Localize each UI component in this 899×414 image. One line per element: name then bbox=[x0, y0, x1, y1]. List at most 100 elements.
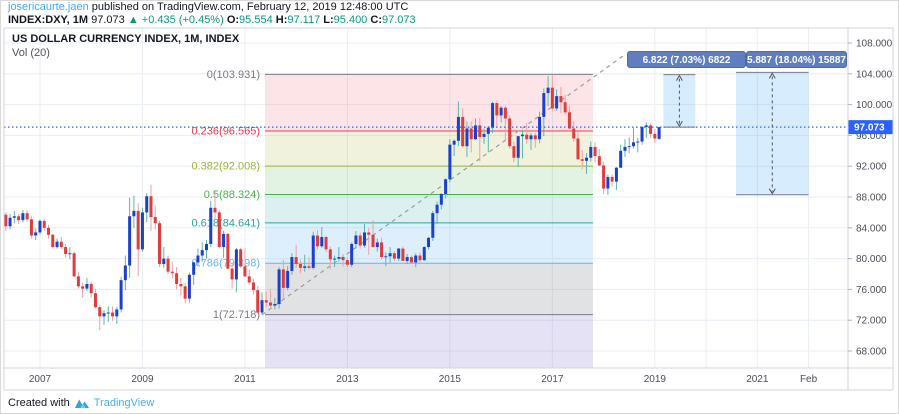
candle-body-down bbox=[264, 300, 268, 303]
candle bbox=[508, 115, 512, 149]
candle-body-up bbox=[644, 125, 648, 127]
candle-body-down bbox=[42, 220, 46, 228]
candle-body-down bbox=[469, 128, 473, 140]
candle bbox=[29, 216, 33, 239]
fib-level-label: 0(103.931) bbox=[207, 69, 260, 81]
candle bbox=[614, 166, 618, 191]
candle bbox=[149, 184, 153, 231]
candle bbox=[226, 233, 230, 270]
candle bbox=[183, 283, 187, 304]
candle-body-down bbox=[324, 237, 328, 250]
legend-volume-indicator[interactable]: Vol (20) bbox=[12, 47, 50, 59]
candle bbox=[119, 277, 123, 313]
candle bbox=[427, 237, 431, 250]
candle bbox=[106, 306, 110, 322]
candle bbox=[345, 257, 349, 268]
projection-drawing[interactable] bbox=[663, 74, 696, 128]
trendline-drawing[interactable] bbox=[261, 55, 624, 316]
price-tick-label: 104.000 bbox=[856, 69, 893, 80]
candle-body-up bbox=[388, 253, 392, 257]
candle bbox=[525, 123, 529, 144]
candle-body-up bbox=[422, 247, 426, 261]
candle-body-up bbox=[640, 126, 644, 142]
candle bbox=[499, 106, 503, 123]
candle-body-down bbox=[580, 159, 584, 161]
candle-body-down bbox=[247, 276, 251, 283]
candle bbox=[290, 253, 294, 275]
candle bbox=[529, 133, 533, 151]
candle-body-down bbox=[59, 241, 63, 248]
price-range-label-2[interactable]: 5.887 (18.04%) 15887 bbox=[746, 51, 847, 68]
candle-body-down bbox=[495, 103, 499, 116]
candle bbox=[418, 252, 422, 263]
candle-body-up bbox=[260, 300, 264, 313]
candle bbox=[439, 193, 443, 210]
candle-body-up bbox=[529, 135, 533, 140]
candle bbox=[474, 118, 477, 141]
username-link[interactable]: josericaurte.jaen bbox=[8, 1, 89, 13]
candle-body-up bbox=[435, 204, 439, 214]
high-value: 97.117 bbox=[287, 14, 321, 26]
candle bbox=[401, 246, 405, 261]
candle bbox=[217, 210, 221, 248]
candle-body-up bbox=[636, 141, 640, 143]
candle bbox=[243, 248, 247, 278]
price-tick-label: 96.000 bbox=[856, 131, 887, 142]
price-tick-label: 88.000 bbox=[856, 193, 887, 204]
candle-body-up bbox=[222, 233, 226, 248]
candle-body-down bbox=[316, 235, 320, 247]
candle bbox=[371, 220, 375, 248]
candle-body-up bbox=[499, 107, 503, 116]
candle bbox=[303, 254, 307, 272]
candle bbox=[200, 242, 204, 262]
price-range-label-1[interactable]: 6.822 (7.03%) 6822 bbox=[627, 51, 746, 68]
projection-drawing[interactable] bbox=[735, 71, 809, 196]
symbol-label[interactable]: INDEX:DXY, 1M bbox=[8, 14, 89, 26]
candle-body-up bbox=[542, 93, 546, 117]
candle bbox=[636, 137, 640, 153]
candle-body-down bbox=[4, 214, 8, 227]
candle bbox=[170, 261, 174, 279]
price-axis[interactable]: 108.000 104.000 100.000 96.000 92.000 88.000 8… bbox=[848, 39, 893, 358]
candle bbox=[388, 247, 392, 263]
candle bbox=[593, 142, 597, 163]
chart-legend: US DOLLAR CURRENCY INDEX, 1M, INDEX Vol … bbox=[12, 33, 239, 60]
candle bbox=[610, 174, 614, 187]
candle-body-down bbox=[230, 268, 234, 280]
candle-body-down bbox=[576, 138, 580, 160]
candle-body-down bbox=[175, 273, 179, 285]
candle-body-up bbox=[38, 220, 42, 233]
price-tick-label: 76.000 bbox=[856, 285, 887, 296]
candle-body-down bbox=[550, 87, 554, 109]
time-axis[interactable]: 2007 2009 2011 2013 2015 2017 2019 2021 Feb bbox=[29, 374, 818, 385]
candle bbox=[64, 243, 68, 258]
candle bbox=[606, 174, 610, 195]
candle-body-down bbox=[478, 125, 482, 137]
candle bbox=[563, 94, 567, 115]
candle bbox=[21, 210, 25, 223]
candle bbox=[140, 207, 144, 252]
candle-body-down bbox=[563, 102, 567, 113]
snapshot-header: josericaurte.jaen published on TradingVi… bbox=[8, 1, 888, 28]
candle-body-down bbox=[559, 96, 563, 103]
candle-body-up bbox=[12, 216, 16, 218]
candle-body-up bbox=[273, 304, 277, 306]
candle-body-down bbox=[81, 286, 85, 289]
candle-body-down bbox=[25, 213, 29, 220]
legend-symbol-title[interactable]: US DOLLAR CURRENCY INDEX, 1M, INDEX bbox=[12, 33, 240, 45]
candle bbox=[72, 251, 76, 278]
candle bbox=[42, 218, 46, 231]
close-value: 97.073 bbox=[381, 14, 416, 26]
candle bbox=[585, 153, 589, 174]
candle bbox=[465, 121, 469, 157]
candle bbox=[559, 86, 563, 114]
candle bbox=[572, 121, 576, 142]
last-price-badge: 97.073 bbox=[848, 120, 893, 135]
candle-body-down bbox=[610, 176, 614, 182]
change-text: ▲ +0.435 (+0.45%) bbox=[127, 14, 224, 26]
tradingview-brand-link[interactable]: TradingView bbox=[93, 397, 155, 409]
candle bbox=[81, 282, 85, 298]
candle-body-up bbox=[187, 274, 191, 299]
